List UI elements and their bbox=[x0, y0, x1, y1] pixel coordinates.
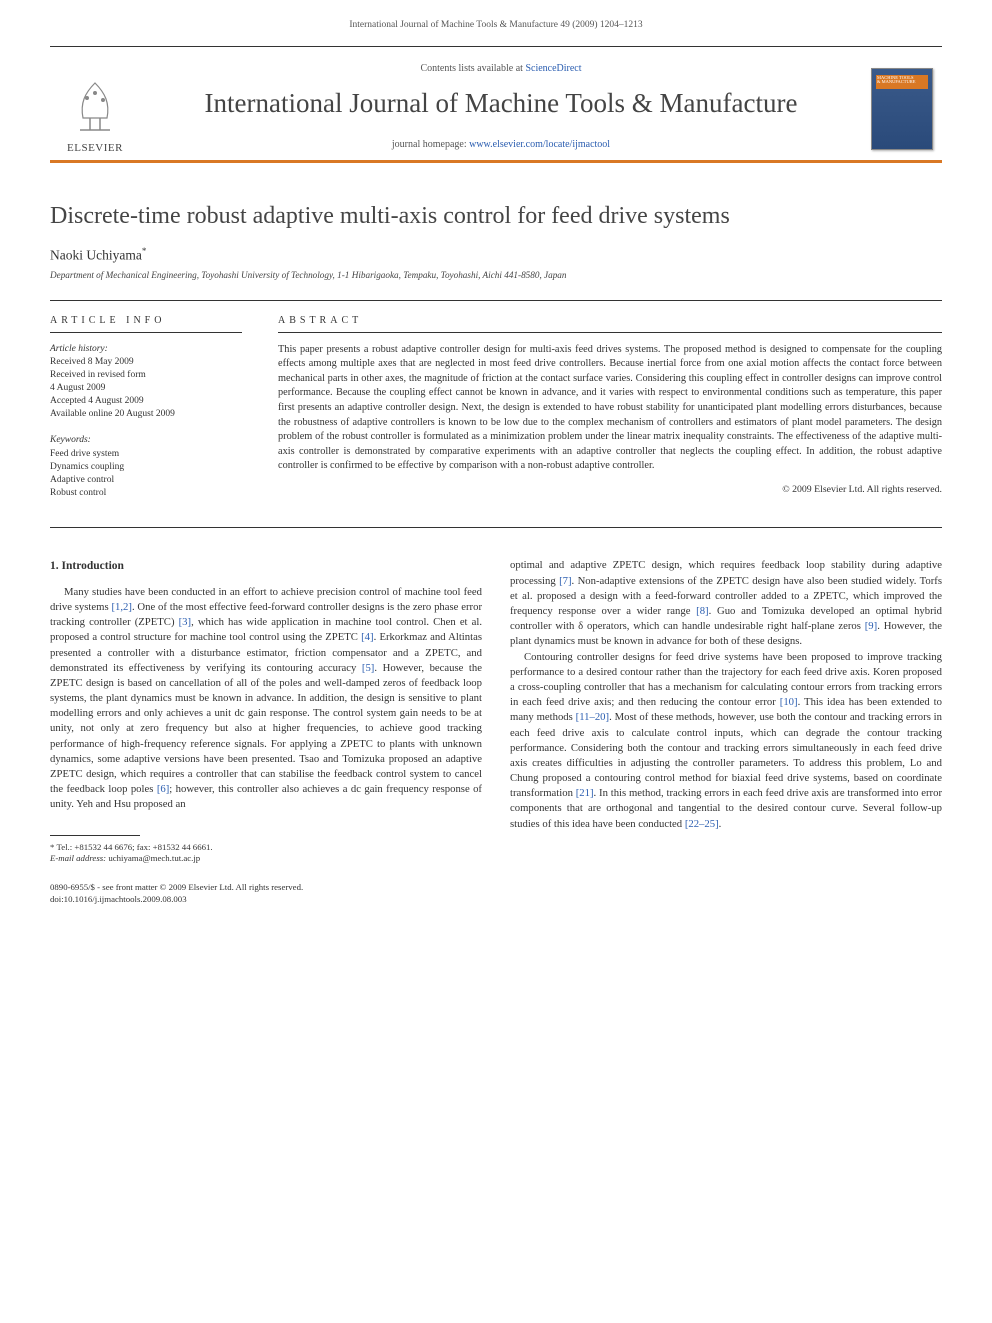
author-symbol: * bbox=[142, 246, 147, 256]
homepage-line: journal homepage: www.elsevier.com/locat… bbox=[150, 139, 852, 150]
article-info-column: ARTICLE INFO Article history: Received 8… bbox=[50, 301, 260, 528]
journal-banner: ELSEVIER Contents lists available at Sci… bbox=[50, 46, 942, 163]
info-abstract-row: ARTICLE INFO Article history: Received 8… bbox=[50, 300, 942, 529]
ref-link[interactable]: [5] bbox=[362, 662, 374, 674]
corresponding-footnote: * Tel.: +81532 44 6676; fax: +81532 44 6… bbox=[50, 842, 482, 865]
history-line: 4 August 2009 bbox=[50, 383, 105, 393]
keyword: Feed drive system bbox=[50, 449, 119, 459]
body-column-right: optimal and adaptive ZPETC design, which… bbox=[510, 558, 942, 905]
keyword: Dynamics coupling bbox=[50, 462, 124, 472]
keyword: Robust control bbox=[50, 488, 106, 498]
homepage-prefix: journal homepage: bbox=[392, 139, 469, 150]
history-head: Article history: bbox=[50, 343, 242, 356]
author-name: Naoki Uchiyama bbox=[50, 248, 142, 263]
keywords-head: Keywords: bbox=[50, 434, 242, 447]
thumb-line2: & MANUFACTURE bbox=[877, 79, 916, 84]
article-history: Article history: Received 8 May 2009 Rec… bbox=[50, 343, 242, 421]
abstract-copyright: © 2009 Elsevier Ltd. All rights reserved… bbox=[278, 484, 942, 495]
footnote-email-label: E-mail address: bbox=[50, 853, 106, 863]
ref-link[interactable]: [9] bbox=[865, 620, 877, 632]
keywords-block: Keywords: Feed drive system Dynamics cou… bbox=[50, 434, 242, 499]
bottom-meta: 0890-6955/$ - see front matter © 2009 El… bbox=[50, 882, 482, 905]
keyword: Adaptive control bbox=[50, 475, 114, 485]
article-title: Discrete-time robust adaptive multi-axis… bbox=[50, 203, 942, 230]
abstract-column: ABSTRACT This paper presents a robust ad… bbox=[260, 301, 942, 528]
history-line: Available online 20 August 2009 bbox=[50, 409, 175, 419]
footnote-email: uchiyama@mech.tut.ac.jp bbox=[108, 853, 200, 863]
doi-line: doi:10.1016/j.ijmachtools.2009.08.003 bbox=[50, 894, 482, 905]
ref-link[interactable]: [3] bbox=[179, 616, 191, 628]
running-header: International Journal of Machine Tools &… bbox=[50, 20, 942, 30]
abstract-text: This paper presents a robust adaptive co… bbox=[278, 343, 942, 474]
ref-link[interactable]: [6] bbox=[157, 783, 169, 795]
ref-link[interactable]: [22–25] bbox=[685, 818, 719, 830]
banner-center: Contents lists available at ScienceDirec… bbox=[140, 57, 862, 160]
affiliation: Department of Mechanical Engineering, To… bbox=[50, 270, 942, 280]
history-line: Received 8 May 2009 bbox=[50, 357, 134, 367]
contents-prefix: Contents lists available at bbox=[420, 63, 525, 74]
elsevier-tree-icon bbox=[65, 78, 125, 138]
section-heading: 1. Introduction bbox=[50, 558, 482, 574]
author-line: Naoki Uchiyama* bbox=[50, 246, 942, 264]
ref-link[interactable]: [1,2] bbox=[111, 601, 131, 613]
abstract-label: ABSTRACT bbox=[278, 315, 942, 333]
intro-paragraph-1: Many studies have been conducted in an e… bbox=[50, 585, 482, 813]
history-line: Received in revised form bbox=[50, 370, 146, 380]
intro-paragraph-2b: Contouring controller designs for feed d… bbox=[510, 650, 942, 832]
front-matter-line: 0890-6955/$ - see front matter © 2009 El… bbox=[50, 882, 482, 893]
body-column-left: 1. Introduction Many studies have been c… bbox=[50, 558, 482, 905]
ref-link[interactable]: [21] bbox=[576, 787, 594, 799]
journal-name: International Journal of Machine Tools &… bbox=[150, 88, 852, 119]
contents-line: Contents lists available at ScienceDirec… bbox=[150, 63, 852, 74]
footnote-tel: * Tel.: +81532 44 6676; fax: +81532 44 6… bbox=[50, 842, 482, 853]
ref-link[interactable]: [11–20] bbox=[576, 711, 609, 723]
ref-link[interactable]: [7] bbox=[559, 575, 571, 587]
article-info-label: ARTICLE INFO bbox=[50, 315, 242, 333]
homepage-link[interactable]: www.elsevier.com/locate/ijmactool bbox=[469, 139, 610, 150]
history-line: Accepted 4 August 2009 bbox=[50, 396, 144, 406]
intro-paragraph-2a: optimal and adaptive ZPETC design, which… bbox=[510, 558, 942, 649]
elsevier-block: ELSEVIER bbox=[50, 57, 140, 160]
journal-cover-thumb: MACHINE TOOLS & MANUFACTURE bbox=[862, 57, 942, 160]
ref-link[interactable]: [10] bbox=[780, 696, 798, 708]
body-columns: 1. Introduction Many studies have been c… bbox=[50, 558, 942, 905]
ref-link[interactable]: [8] bbox=[696, 605, 708, 617]
footnote-separator bbox=[50, 835, 140, 836]
ref-link[interactable]: [4] bbox=[361, 631, 373, 643]
sciencedirect-link[interactable]: ScienceDirect bbox=[525, 63, 581, 74]
elsevier-label: ELSEVIER bbox=[67, 142, 123, 154]
